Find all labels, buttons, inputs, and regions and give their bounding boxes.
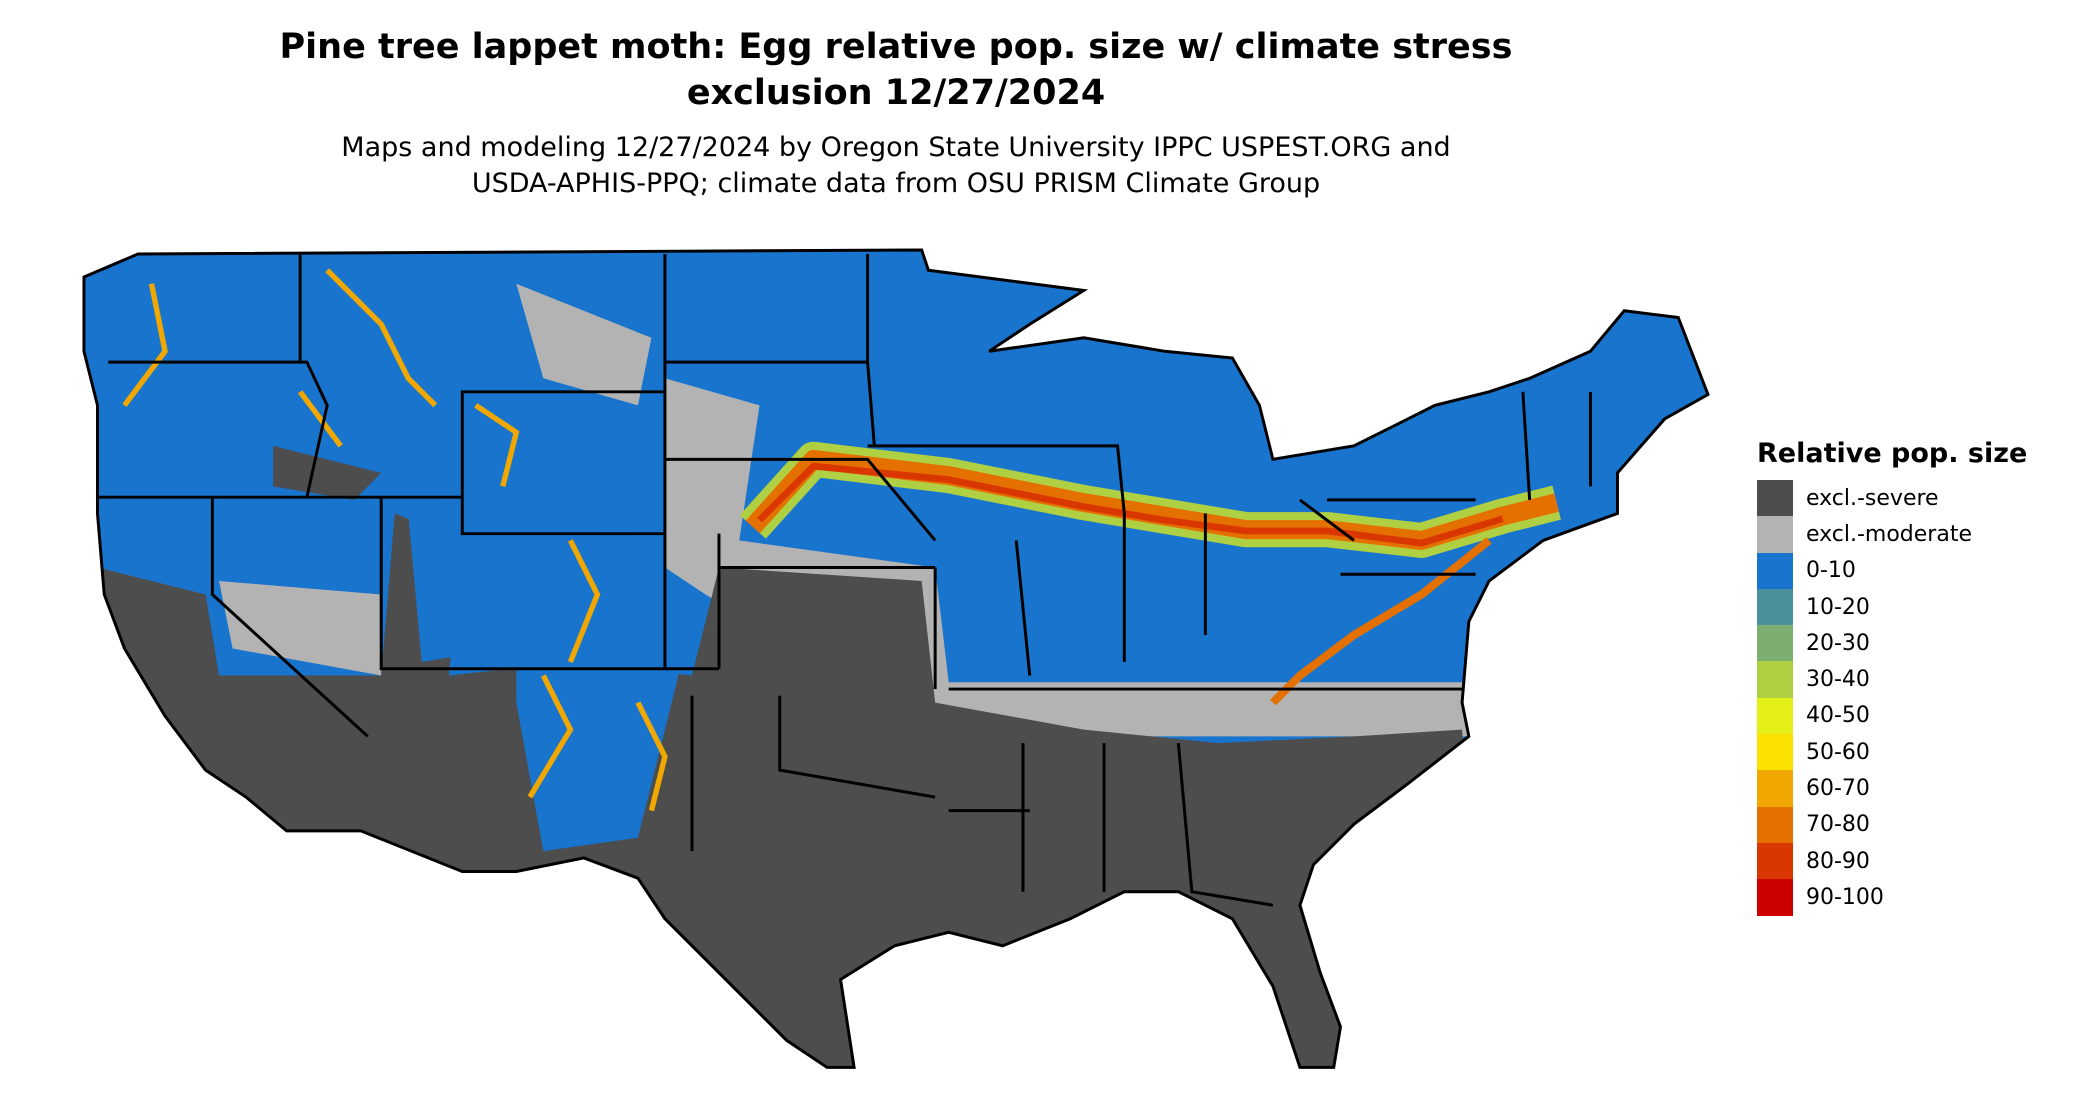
legend-item: excl.-moderate bbox=[1757, 516, 2027, 553]
legend-item: 30-40 bbox=[1757, 661, 2027, 698]
legend-swatch bbox=[1757, 480, 1793, 517]
legend-label: 20-30 bbox=[1806, 630, 1870, 656]
legend-label: 90-100 bbox=[1806, 884, 1884, 910]
legend-swatch bbox=[1757, 661, 1793, 698]
legend-swatch bbox=[1757, 879, 1793, 916]
legend-item: 60-70 bbox=[1757, 770, 2027, 807]
legend-swatch bbox=[1757, 697, 1793, 735]
legend-swatch bbox=[1757, 842, 1793, 880]
map-title-line-1: Pine tree lappet moth: Egg relative pop.… bbox=[279, 27, 1513, 67]
legend-item: excl.-severe bbox=[1757, 480, 2027, 517]
legend-label: 60-70 bbox=[1806, 776, 1870, 802]
legend-swatch bbox=[1757, 588, 1793, 626]
legend-label: 50-60 bbox=[1806, 739, 1870, 765]
map-subtitle-line-2: USDA-APHIS-PPQ; climate data from OSU PR… bbox=[471, 168, 1321, 199]
legend-item: 70-80 bbox=[1757, 806, 2027, 843]
legend-title: Relative pop. size bbox=[1757, 438, 2028, 469]
appalachian-band bbox=[1270, 537, 1492, 706]
state-borders bbox=[82, 248, 1710, 1069]
legend-label: 80-90 bbox=[1806, 848, 1870, 874]
legend-item: 10-20 bbox=[1757, 588, 2027, 626]
rocky-mountain-hotspots bbox=[122, 268, 668, 812]
legend-swatch bbox=[1757, 806, 1793, 843]
map-subtitle-line-1: Maps and modeling 12/27/2024 by Oregon S… bbox=[341, 132, 1451, 163]
legend-item: 90-100 bbox=[1757, 879, 2027, 916]
peak-population-band bbox=[757, 462, 1504, 547]
legend-item: 50-60 bbox=[1757, 734, 2027, 771]
mountain-low-area bbox=[408, 513, 679, 852]
legend-label: 10-20 bbox=[1806, 594, 1870, 620]
legend-swatch bbox=[1757, 552, 1793, 589]
legend-swatch bbox=[1757, 770, 1793, 807]
legend-label: 0-10 bbox=[1806, 558, 1856, 584]
legend-label: 30-40 bbox=[1806, 667, 1870, 693]
legend-swatch bbox=[1757, 516, 1793, 553]
legend-item: 40-50 bbox=[1757, 697, 2027, 735]
legend-label: 40-50 bbox=[1806, 703, 1870, 729]
legend: Relative pop. size excl.-severe excl.-mod… bbox=[1757, 436, 2027, 916]
map-title-line-2: exclusion 12/27/2024 bbox=[686, 73, 1106, 113]
legend-swatch bbox=[1757, 734, 1793, 771]
legend-label: 70-80 bbox=[1806, 812, 1870, 838]
legend-label: excl.-moderate bbox=[1806, 521, 1972, 547]
legend-swatch bbox=[1757, 625, 1793, 662]
legend-item: 80-90 bbox=[1757, 842, 2027, 880]
legend-label: excl.-severe bbox=[1806, 485, 1939, 511]
legend-item: 20-30 bbox=[1757, 625, 2027, 662]
legend-item: 0-10 bbox=[1757, 552, 2027, 589]
